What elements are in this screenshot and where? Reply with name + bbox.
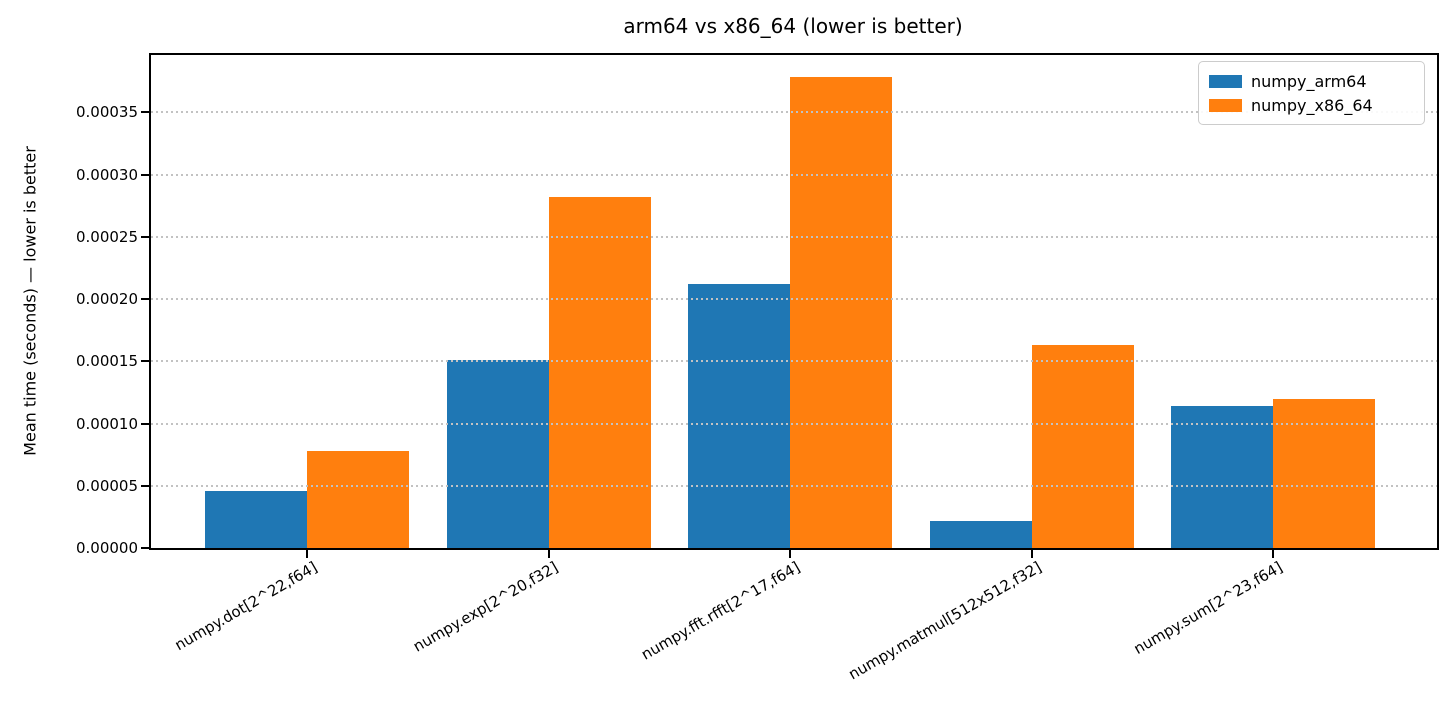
legend-patch-numpy_arm64	[1209, 74, 1242, 88]
y-tick-label: 0.00025	[75, 227, 138, 246]
y-tick-label: 0.00010	[75, 414, 138, 433]
legend-patch-numpy_x86_64	[1209, 98, 1242, 112]
y-tick-label: 0.00015	[75, 352, 138, 371]
y-tick-label: 0.00005	[75, 476, 138, 495]
x-tick-mark	[306, 550, 308, 558]
y-tick-mark	[141, 360, 149, 363]
bar-numpy_x86_64-0	[307, 450, 409, 548]
legend-label-numpy_x86_64: numpy_x86_64	[1251, 95, 1373, 115]
y-tick-mark	[141, 547, 149, 549]
y-tick-label: 0.00035	[75, 103, 138, 122]
y-tick-mark	[141, 235, 149, 238]
y-tick-mark	[141, 173, 149, 176]
x-tick-mark	[1272, 550, 1274, 558]
x-tick-mark	[789, 550, 791, 558]
gridline	[151, 298, 1437, 300]
grid-layer	[151, 55, 1437, 548]
bar-numpy_arm64-1	[446, 360, 549, 548]
y-tick-mark	[141, 298, 149, 300]
bar-numpy_x86_64-2	[790, 77, 892, 548]
y-tick-label: 0.00000	[75, 539, 138, 557]
gridline	[151, 173, 1437, 176]
bar-numpy_x86_64-1	[548, 196, 651, 548]
y-tick-label: 0.00020	[75, 290, 138, 308]
legend: numpy_arm64 numpy_x86_64	[1198, 61, 1425, 125]
x-tick-label: numpy.fft.rfft[2^17,f64]	[638, 558, 803, 664]
x-tick-label: numpy.exp[2^20,f32]	[410, 558, 562, 656]
x-tick-mark	[1030, 550, 1033, 558]
gridline	[151, 484, 1437, 487]
x-tick-label: numpy.sum[2^23,f64]	[1130, 558, 1286, 658]
legend-row-numpy_arm64: numpy_arm64	[1209, 70, 1413, 92]
bar-numpy_arm64-2	[688, 284, 790, 548]
gridline	[151, 235, 1437, 238]
legend-row-numpy_x86_64: numpy_x86_64	[1209, 94, 1413, 116]
y-tick-label: 0.00030	[75, 165, 138, 184]
bar-numpy_arm64-3	[929, 520, 1032, 548]
bar-numpy_x86_64-3	[1031, 345, 1134, 548]
gridline	[151, 422, 1437, 425]
x-tick-label: numpy.matmul[512x512,f32]	[845, 558, 1045, 684]
y-tick-mark	[141, 111, 149, 114]
legend-label-numpy_arm64: numpy_arm64	[1251, 71, 1367, 91]
y-tick-mark	[141, 422, 149, 425]
x-tick-mark	[547, 550, 550, 558]
bar-numpy_arm64-0	[205, 490, 307, 548]
bar-numpy_arm64-4	[1171, 406, 1273, 548]
x-tick-label: numpy.dot[2^22,f64]	[171, 558, 320, 655]
bars-layer	[151, 55, 1437, 548]
chart-title: arm64 vs x86_64 (lower is better)	[623, 14, 963, 38]
plot-area	[149, 53, 1439, 550]
y-tick-mark	[141, 484, 149, 487]
gridline	[151, 360, 1437, 363]
gridline	[151, 111, 1437, 114]
